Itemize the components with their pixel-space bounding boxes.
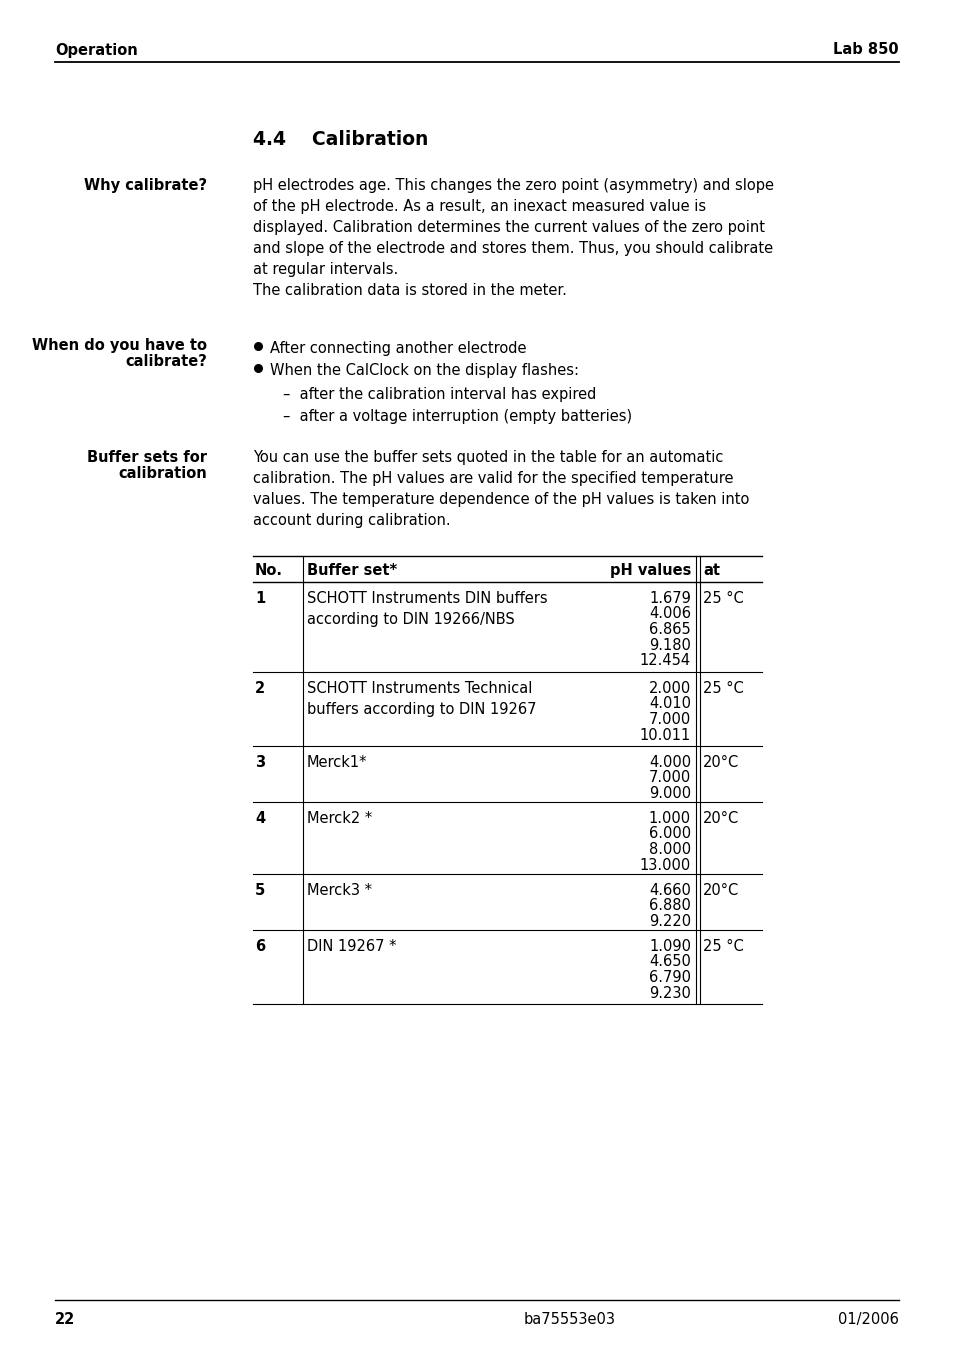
Text: Merck1*: Merck1* (307, 755, 367, 770)
Text: Why calibrate?: Why calibrate? (84, 178, 207, 193)
Text: 2.000: 2.000 (648, 681, 690, 696)
Text: 4.4    Calibration: 4.4 Calibration (253, 130, 428, 149)
Text: 20°C: 20°C (702, 884, 739, 898)
Text: 4: 4 (254, 811, 265, 825)
Text: Lab 850: Lab 850 (833, 42, 898, 58)
Text: calibration: calibration (118, 466, 207, 481)
Text: 22: 22 (55, 1312, 75, 1327)
Text: pH values: pH values (609, 563, 690, 578)
Text: 6.790: 6.790 (648, 970, 690, 985)
Text: When do you have to: When do you have to (32, 338, 207, 353)
Text: 01/2006: 01/2006 (838, 1312, 898, 1327)
Text: Buffer set*: Buffer set* (307, 563, 396, 578)
Text: 20°C: 20°C (702, 811, 739, 825)
Text: 6.000: 6.000 (648, 827, 690, 842)
Text: pH electrodes age. This changes the zero point (asymmetry) and slope
of the pH e: pH electrodes age. This changes the zero… (253, 178, 773, 299)
Text: Operation: Operation (55, 42, 137, 58)
Text: 6.880: 6.880 (648, 898, 690, 913)
Text: You can use the buffer sets quoted in the table for an automatic
calibration. Th: You can use the buffer sets quoted in th… (253, 450, 749, 528)
Text: SCHOTT Instruments Technical
buffers according to DIN 19267: SCHOTT Instruments Technical buffers acc… (307, 681, 536, 717)
Text: –  after a voltage interruption (empty batteries): – after a voltage interruption (empty ba… (283, 409, 632, 424)
Text: 1: 1 (254, 590, 265, 607)
Text: 2: 2 (254, 681, 265, 696)
Text: 9.000: 9.000 (648, 786, 690, 801)
Text: 13.000: 13.000 (639, 858, 690, 873)
Text: 1.000: 1.000 (648, 811, 690, 825)
Text: ba75553e03: ba75553e03 (523, 1312, 616, 1327)
Text: 7.000: 7.000 (648, 770, 690, 785)
Text: 4.006: 4.006 (648, 607, 690, 621)
Text: 20°C: 20°C (702, 755, 739, 770)
Text: 1.090: 1.090 (648, 939, 690, 954)
Text: DIN 19267 *: DIN 19267 * (307, 939, 396, 954)
Text: Merck2 *: Merck2 * (307, 811, 372, 825)
Text: 7.000: 7.000 (648, 712, 690, 727)
Text: When the CalClock on the display flashes:: When the CalClock on the display flashes… (270, 363, 578, 378)
Text: No.: No. (254, 563, 283, 578)
Text: 12.454: 12.454 (639, 653, 690, 667)
Text: 25 °C: 25 °C (702, 681, 743, 696)
Text: 6.865: 6.865 (649, 621, 690, 638)
Text: 9.180: 9.180 (648, 638, 690, 653)
Text: 9.220: 9.220 (648, 915, 690, 929)
Text: –  after the calibration interval has expired: – after the calibration interval has exp… (283, 386, 596, 403)
Text: 3: 3 (254, 755, 265, 770)
Text: Buffer sets for: Buffer sets for (87, 450, 207, 465)
Text: 10.011: 10.011 (639, 727, 690, 743)
Text: 6: 6 (254, 939, 265, 954)
Text: 25 °C: 25 °C (702, 939, 743, 954)
Text: 4.000: 4.000 (648, 755, 690, 770)
Text: Merck3 *: Merck3 * (307, 884, 372, 898)
Text: 8.000: 8.000 (648, 842, 690, 857)
Text: SCHOTT Instruments DIN buffers
according to DIN 19266/NBS: SCHOTT Instruments DIN buffers according… (307, 590, 547, 627)
Text: 25 °C: 25 °C (702, 590, 743, 607)
Text: at: at (702, 563, 720, 578)
Text: 1.679: 1.679 (648, 590, 690, 607)
Text: 5: 5 (254, 884, 265, 898)
Text: 4.650: 4.650 (648, 955, 690, 970)
Text: calibrate?: calibrate? (125, 354, 207, 369)
Text: 9.230: 9.230 (648, 985, 690, 1001)
Text: 4.660: 4.660 (648, 884, 690, 898)
Text: 4.010: 4.010 (648, 697, 690, 712)
Text: After connecting another electrode: After connecting another electrode (270, 340, 526, 357)
